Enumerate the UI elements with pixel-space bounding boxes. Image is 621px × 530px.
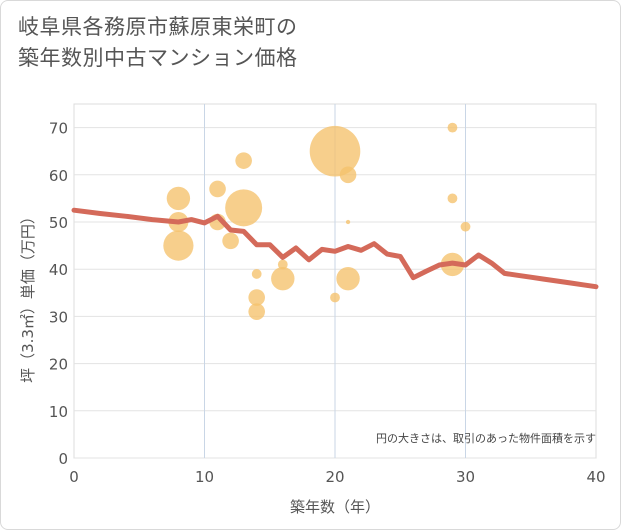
average-price-line: [71, 207, 599, 290]
y-tick-label: 70: [49, 120, 68, 138]
bubble-point: [339, 166, 357, 184]
grid-lines: [74, 104, 596, 459]
bubble-point: [248, 303, 265, 320]
bubble-point: [271, 266, 295, 291]
bubble-point: [235, 152, 252, 169]
x-tick-label: 20: [325, 468, 344, 486]
bubble-point: [447, 122, 458, 133]
y-tick-label: 40: [49, 261, 68, 279]
y-tick-label: 50: [49, 214, 68, 232]
x-tick-label: 40: [586, 468, 605, 486]
y-tick-label: 60: [49, 167, 68, 185]
bubble-point: [222, 232, 239, 250]
x-tick-label: 30: [456, 468, 475, 486]
bubble-point: [209, 180, 226, 198]
bubble-point: [460, 221, 471, 232]
y-tick-label: 10: [49, 403, 68, 421]
x-tick-label: 0: [69, 468, 79, 486]
bubble-series: [163, 122, 471, 320]
bubble-point: [166, 186, 191, 211]
bubble-point: [248, 289, 265, 306]
chart-title: 岐阜県各務原市蘇原東栄町の 築年数別中古マンション価格: [18, 12, 298, 74]
bubble-point: [447, 193, 458, 204]
y-axis-label: 坪（3.3㎡）単価（万円）: [19, 209, 37, 383]
chart-title-line1: 岐阜県各務原市蘇原東栄町の: [18, 15, 298, 39]
y-tick-label: 0: [58, 450, 68, 468]
bubble-point: [277, 259, 288, 270]
y-tick-label: 20: [49, 356, 68, 374]
y-tick-label: 30: [49, 308, 68, 326]
bubble-point: [345, 219, 351, 225]
bubble-point: [336, 266, 360, 291]
x-axis-label: 築年数（年）: [290, 498, 380, 516]
bubble-point: [163, 230, 194, 261]
axis-ticks: 0 10 20 30 40 50 60 70 0 10 20 30 40: [49, 120, 606, 486]
bubble-point: [225, 189, 263, 227]
chart-title-line2: 築年数別中古マンション価格: [18, 46, 298, 70]
bubble-point: [251, 269, 262, 279]
x-tick-label: 10: [195, 468, 214, 486]
size-legend-note: 円の大きさは、取引のあった物件面積を示す: [376, 431, 596, 445]
bubble-point: [330, 292, 340, 303]
bubble-point: [309, 125, 361, 177]
